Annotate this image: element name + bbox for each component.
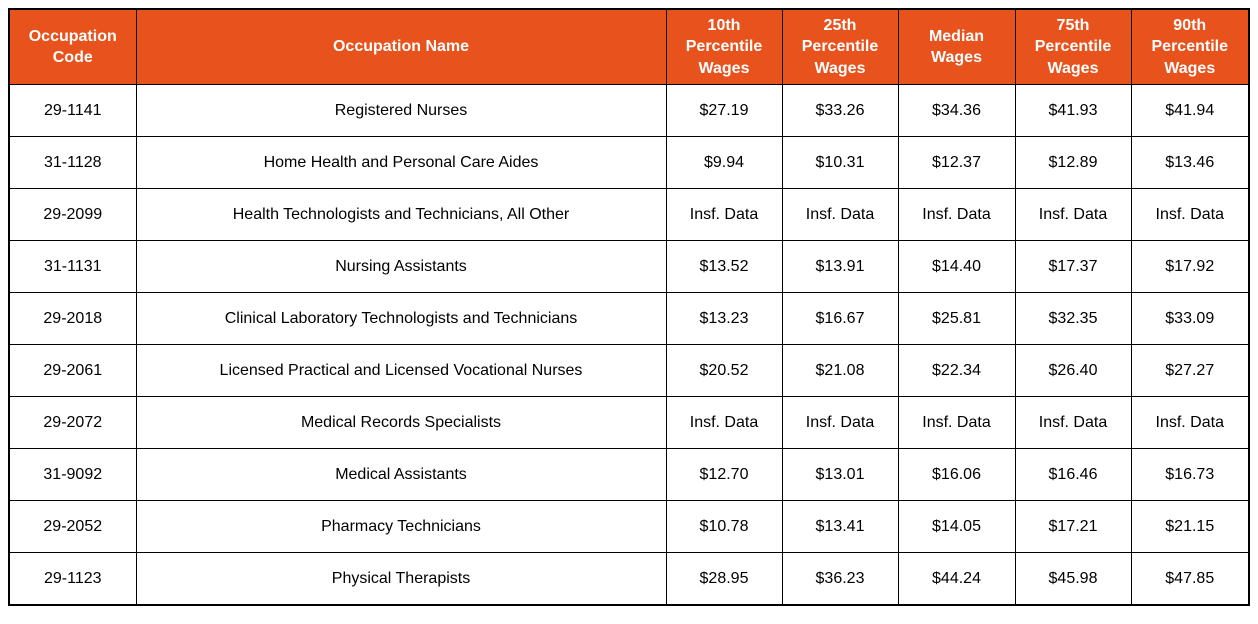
occupation-name-cell: Registered Nurses — [135, 84, 667, 137]
wage-cell-wages-75th-percentile: $17.37 — [1014, 240, 1132, 293]
wage-cell-wages-90th-percentile: $47.85 — [1130, 552, 1250, 606]
occupation-code-cell: 29-1141 — [8, 84, 137, 137]
wage-cell-wages-10th-percentile: $13.23 — [665, 292, 783, 345]
occupation-code-cell: 31-1131 — [8, 240, 137, 293]
occupation-name-cell: Licensed Practical and Licensed Vocation… — [135, 344, 667, 397]
occupation-name-cell: Health Technologists and Technicians, Al… — [135, 188, 667, 241]
occupation-name-cell: Pharmacy Technicians — [135, 500, 667, 553]
table-row: 29-2052 Pharmacy Technicians $10.78 $13.41 $… — [8, 500, 1250, 553]
table-row: 29-1141 Registered Nurses $27.19 $33.26 $34.… — [8, 84, 1250, 137]
occupation-name-cell: Home Health and Personal Care Aides — [135, 136, 667, 189]
occupational-wages-table: Occupation Code Occupation Name 10th Perce… — [8, 8, 1250, 606]
column-header-wages-75th-percentile: 75th Percentile Wages — [1014, 8, 1132, 85]
column-header-occupation-code: Occupation Code — [8, 8, 137, 85]
wage-cell-wages-25th-percentile: $16.67 — [781, 292, 899, 345]
table-row: 31-1131 Nursing Assistants $13.52 $13.91 $14… — [8, 240, 1250, 293]
wage-cell-wages-median: $25.81 — [897, 292, 1016, 345]
wage-cell-wages-median: Insf. Data — [897, 396, 1016, 449]
wage-cell-wages-10th-percentile: $12.70 — [665, 448, 783, 501]
wage-cell-wages-90th-percentile: $33.09 — [1130, 292, 1250, 345]
wage-cell-wages-75th-percentile: $45.98 — [1014, 552, 1132, 606]
occupation-code-cell: 29-2052 — [8, 500, 137, 553]
occupation-code-cell: 31-9092 — [8, 448, 137, 501]
wage-cell-wages-10th-percentile: $27.19 — [665, 84, 783, 137]
wage-cell-wages-90th-percentile: Insf. Data — [1130, 188, 1250, 241]
occupation-name-cell: Physical Therapists — [135, 552, 667, 606]
wage-cell-wages-25th-percentile: Insf. Data — [781, 396, 899, 449]
wage-cell-wages-median: Insf. Data — [897, 188, 1016, 241]
wage-cell-wages-10th-percentile: Insf. Data — [665, 188, 783, 241]
column-header-occupation-name: Occupation Name — [135, 8, 667, 85]
wage-cell-wages-median: $22.34 — [897, 344, 1016, 397]
column-header-wages-10th-percentile: 10th Percentile Wages — [665, 8, 783, 85]
table-header: Occupation Code Occupation Name 10th Perce… — [8, 8, 1250, 85]
column-header-wages-25th-percentile: 25th Percentile Wages — [781, 8, 899, 85]
wage-cell-wages-25th-percentile: $13.91 — [781, 240, 899, 293]
occupation-name-cell: Clinical Laboratory Technologists and Te… — [135, 292, 667, 345]
occupation-code-cell: 29-1123 — [8, 552, 137, 606]
wage-cell-wages-10th-percentile: Insf. Data — [665, 396, 783, 449]
table-row: 29-1123 Physical Therapists $28.95 $36.23 $4… — [8, 552, 1250, 606]
wage-cell-wages-25th-percentile: $21.08 — [781, 344, 899, 397]
occupation-code-cell: 29-2072 — [8, 396, 137, 449]
wage-cell-wages-75th-percentile: Insf. Data — [1014, 188, 1132, 241]
wage-cell-wages-90th-percentile: $41.94 — [1130, 84, 1250, 137]
wage-cell-wages-median: $14.40 — [897, 240, 1016, 293]
wage-cell-wages-10th-percentile: $13.52 — [665, 240, 783, 293]
wage-cell-wages-90th-percentile: $13.46 — [1130, 136, 1250, 189]
table-row: 29-2072 Medical Records Specialists Insf. … — [8, 396, 1250, 449]
wage-cell-wages-90th-percentile: $16.73 — [1130, 448, 1250, 501]
wage-cell-wages-90th-percentile: $17.92 — [1130, 240, 1250, 293]
wage-cell-wages-90th-percentile: $27.27 — [1130, 344, 1250, 397]
wage-cell-wages-25th-percentile: $13.01 — [781, 448, 899, 501]
wage-cell-wages-75th-percentile: $26.40 — [1014, 344, 1132, 397]
occupation-code-cell: 29-2061 — [8, 344, 137, 397]
wage-cell-wages-10th-percentile: $9.94 — [665, 136, 783, 189]
wage-cell-wages-10th-percentile: $28.95 — [665, 552, 783, 606]
wage-cell-wages-75th-percentile: $16.46 — [1014, 448, 1132, 501]
wage-cell-wages-median: $16.06 — [897, 448, 1016, 501]
wage-cell-wages-25th-percentile: Insf. Data — [781, 188, 899, 241]
occupation-code-cell: 31-1128 — [8, 136, 137, 189]
wage-cell-wages-75th-percentile: Insf. Data — [1014, 396, 1132, 449]
wage-cell-wages-25th-percentile: $10.31 — [781, 136, 899, 189]
wage-cell-wages-25th-percentile: $33.26 — [781, 84, 899, 137]
wage-cell-wages-median: $14.05 — [897, 500, 1016, 553]
wage-cell-wages-10th-percentile: $20.52 — [665, 344, 783, 397]
column-header-wages-median: Median Wages — [897, 8, 1016, 85]
wage-cell-wages-10th-percentile: $10.78 — [665, 500, 783, 553]
table-header-row: Occupation Code Occupation Name 10th Perce… — [8, 8, 1250, 85]
table-row: 31-9092 Medical Assistants $12.70 $13.01 $16… — [8, 448, 1250, 501]
table-row: 29-2018 Clinical Laboratory Technologists… — [8, 292, 1250, 345]
wage-cell-wages-median: $34.36 — [897, 84, 1016, 137]
wage-cell-wages-90th-percentile: $21.15 — [1130, 500, 1250, 553]
table-row: 29-2099 Health Technologists and Technici… — [8, 188, 1250, 241]
wage-cell-wages-median: $12.37 — [897, 136, 1016, 189]
occupation-name-cell: Medical Assistants — [135, 448, 667, 501]
wage-cell-wages-75th-percentile: $17.21 — [1014, 500, 1132, 553]
wage-cell-wages-90th-percentile: Insf. Data — [1130, 396, 1250, 449]
table-body: 29-1141 Registered Nurses $27.19 $33.26 $34.… — [8, 84, 1250, 606]
column-header-wages-90th-percentile: 90th Percentile Wages — [1130, 8, 1250, 85]
wage-cell-wages-25th-percentile: $13.41 — [781, 500, 899, 553]
table-row: 31-1128 Home Health and Personal Care Aid… — [8, 136, 1250, 189]
wage-cell-wages-median: $44.24 — [897, 552, 1016, 606]
wage-cell-wages-75th-percentile: $32.35 — [1014, 292, 1132, 345]
table-row: 29-2061 Licensed Practical and Licensed V… — [8, 344, 1250, 397]
occupation-name-cell: Medical Records Specialists — [135, 396, 667, 449]
occupation-name-cell: Nursing Assistants — [135, 240, 667, 293]
wage-cell-wages-75th-percentile: $41.93 — [1014, 84, 1132, 137]
wage-cell-wages-25th-percentile: $36.23 — [781, 552, 899, 606]
occupation-code-cell: 29-2099 — [8, 188, 137, 241]
occupation-code-cell: 29-2018 — [8, 292, 137, 345]
wage-cell-wages-75th-percentile: $12.89 — [1014, 136, 1132, 189]
